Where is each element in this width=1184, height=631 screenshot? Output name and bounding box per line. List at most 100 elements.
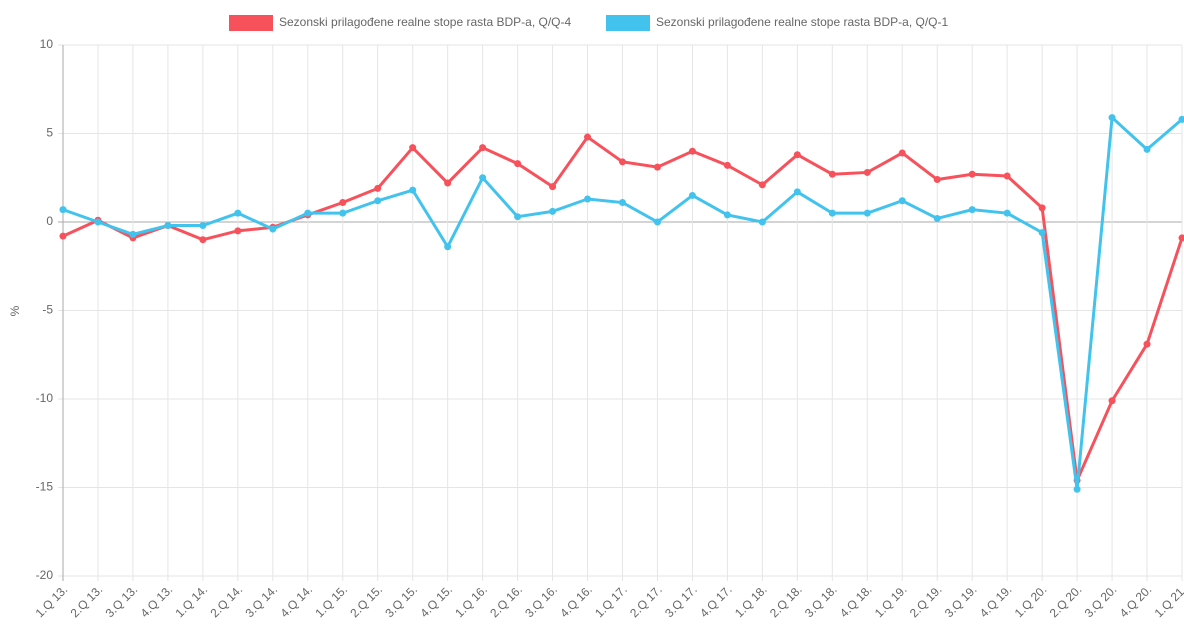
point xyxy=(689,192,696,199)
point xyxy=(60,206,67,213)
point xyxy=(794,188,801,195)
x-tick-label: 2.Q 15. xyxy=(347,582,385,620)
point xyxy=(619,199,626,206)
point xyxy=(899,197,906,204)
y-tick-label: -15 xyxy=(36,480,54,494)
x-tick-label: 1.Q 14. xyxy=(173,582,211,620)
point xyxy=(374,185,381,192)
x-tick-label: 2.Q 16. xyxy=(487,582,525,620)
point xyxy=(689,148,696,155)
point xyxy=(269,226,276,233)
point xyxy=(934,176,941,183)
point xyxy=(199,236,206,243)
point xyxy=(934,215,941,222)
point xyxy=(1144,341,1151,348)
x-tick-label: 1.Q 13. xyxy=(33,582,71,620)
x-tick-label: 3.Q 19. xyxy=(942,582,980,620)
x-tick-label: 4.Q 17. xyxy=(697,582,735,620)
point xyxy=(444,180,451,187)
x-tick-label: 4.Q 14. xyxy=(277,582,315,620)
x-tick-label: 3.Q 13. xyxy=(103,582,141,620)
point xyxy=(60,233,67,240)
point xyxy=(1004,172,1011,179)
point xyxy=(234,210,241,217)
point xyxy=(829,210,836,217)
x-tick-label: 4.Q 15. xyxy=(417,582,455,620)
point xyxy=(584,195,591,202)
y-tick-label: -20 xyxy=(36,568,54,582)
point xyxy=(724,211,731,218)
point xyxy=(129,231,136,238)
x-tick-label: 1.Q 18. xyxy=(732,582,770,620)
point xyxy=(1109,114,1116,121)
point xyxy=(549,208,556,215)
point xyxy=(759,219,766,226)
x-tick-label: 3.Q 16. xyxy=(522,582,560,620)
legend-swatch xyxy=(229,15,273,31)
x-tick-label: 1.Q 15. xyxy=(312,582,350,620)
x-tick-label: 1.Q 19. xyxy=(872,582,910,620)
point xyxy=(374,197,381,204)
point xyxy=(724,162,731,169)
point xyxy=(1039,204,1046,211)
x-tick-label: 4.Q 19. xyxy=(977,582,1015,620)
point xyxy=(619,158,626,165)
point xyxy=(969,171,976,178)
x-tick-label: 3.Q 14. xyxy=(242,582,280,620)
x-tick-label: 3.Q 17. xyxy=(662,582,700,620)
point xyxy=(864,169,871,176)
y-tick-label: -10 xyxy=(36,391,54,405)
point xyxy=(409,187,416,194)
point xyxy=(969,206,976,213)
point xyxy=(479,144,486,151)
point xyxy=(1109,397,1116,404)
x-tick-label: 1.Q 16. xyxy=(452,582,490,620)
point xyxy=(1144,146,1151,153)
point xyxy=(409,144,416,151)
point xyxy=(304,210,311,217)
point xyxy=(199,222,206,229)
y-tick-label: 10 xyxy=(40,37,54,51)
y-tick-label: 5 xyxy=(46,126,53,140)
point xyxy=(514,160,521,167)
x-tick-label: 3.Q 20. xyxy=(1082,582,1120,620)
x-tick-label: 2.Q 14. xyxy=(207,582,245,620)
point xyxy=(164,222,171,229)
x-tick-label: 2.Q 19. xyxy=(907,582,945,620)
point xyxy=(549,183,556,190)
x-tick-label: 4.Q 18. xyxy=(837,582,875,620)
point xyxy=(1179,234,1184,241)
point xyxy=(1039,229,1046,236)
x-tick-label: 1.Q 21. xyxy=(1152,582,1184,620)
x-tick-label: 4.Q 20. xyxy=(1117,582,1155,620)
x-tick-label: 1.Q 17. xyxy=(592,582,630,620)
point xyxy=(444,243,451,250)
point xyxy=(339,210,346,217)
x-tick-label: 2.Q 20. xyxy=(1047,582,1085,620)
point xyxy=(759,181,766,188)
x-tick-label: 2.Q 17. xyxy=(627,582,665,620)
y-tick-label: 0 xyxy=(46,214,53,228)
point xyxy=(94,219,101,226)
x-tick-label: 3.Q 18. xyxy=(802,582,840,620)
point xyxy=(1004,210,1011,217)
legend-label: Sezonski prilagođene realne stope rasta … xyxy=(656,15,948,29)
point xyxy=(234,227,241,234)
y-axis-label: % xyxy=(8,305,22,316)
legend-swatch xyxy=(606,15,650,31)
x-tick-label: 4.Q 16. xyxy=(557,582,595,620)
point xyxy=(339,199,346,206)
x-tick-label: 2.Q 18. xyxy=(767,582,805,620)
y-tick-label: -5 xyxy=(42,303,53,317)
point xyxy=(654,219,661,226)
x-tick-label: 3.Q 15. xyxy=(382,582,420,620)
point xyxy=(829,171,836,178)
point xyxy=(514,213,521,220)
x-tick-label: 2.Q 13. xyxy=(68,582,106,620)
point xyxy=(654,164,661,171)
point xyxy=(864,210,871,217)
x-tick-label: 1.Q 20. xyxy=(1012,582,1050,620)
point xyxy=(584,134,591,141)
point xyxy=(899,149,906,156)
